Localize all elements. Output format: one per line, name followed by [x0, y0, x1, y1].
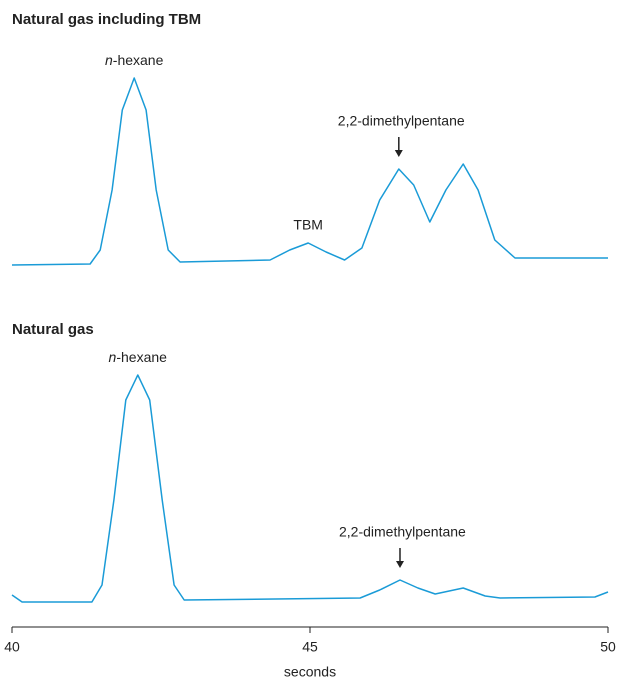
- annotation: TBM: [293, 217, 323, 233]
- annotation-arrowhead: [395, 561, 404, 568]
- panel-title: Natural gas: [12, 321, 94, 338]
- x-tick-label: 40: [4, 639, 20, 655]
- annotation-arrowhead: [394, 150, 403, 157]
- x-tick-label: 45: [302, 639, 318, 655]
- trace: [11, 374, 609, 603]
- x-axis-label: seconds: [284, 664, 336, 680]
- annotation: n-hexane: [109, 349, 168, 365]
- annotation: n-hexane: [105, 52, 164, 68]
- trace: [11, 77, 608, 266]
- panel-title: Natural gas including TBM: [12, 11, 201, 28]
- annotation: 2,2-dimethylpentane: [339, 524, 466, 540]
- annotation: 2,2-dimethylpentane: [338, 113, 465, 129]
- x-tick-label: 50: [600, 639, 616, 655]
